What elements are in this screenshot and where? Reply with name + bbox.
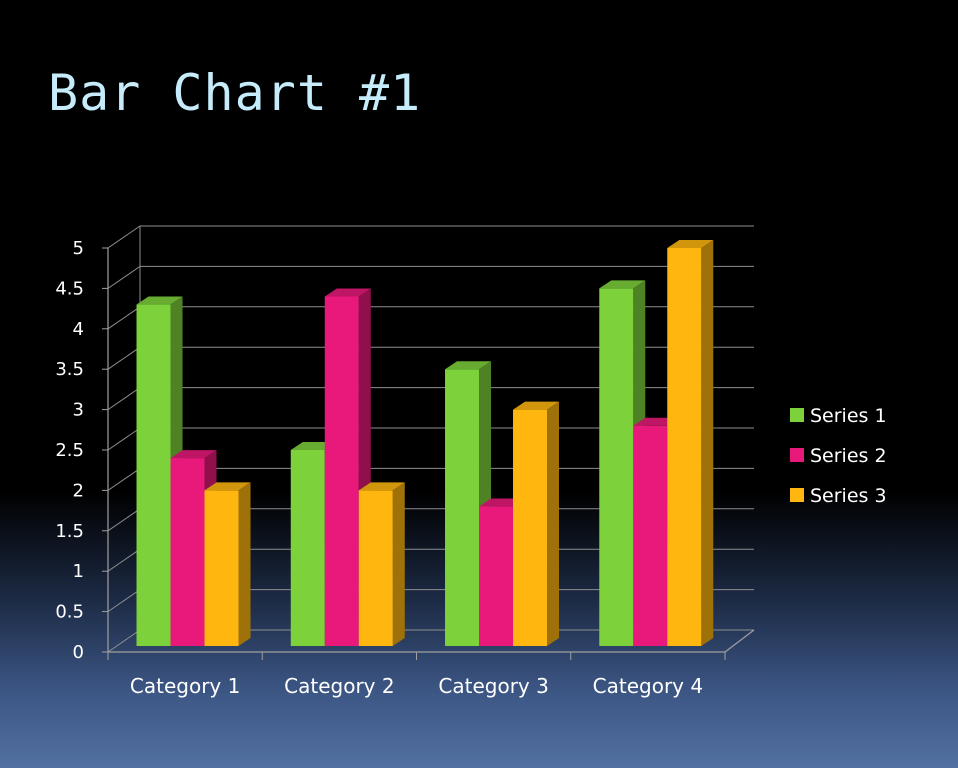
legend-label: Series 3	[810, 485, 887, 507]
y-tick-label: 5	[73, 238, 84, 259]
bar-top	[445, 361, 492, 370]
y-tick-label: 0.5	[55, 602, 84, 623]
bar	[358, 482, 405, 646]
gridline-side	[107, 225, 141, 249]
y-tick-label: 2	[73, 480, 84, 501]
x-tick-label: Category 2	[284, 674, 394, 698]
bar-front	[136, 304, 171, 646]
gridline-side	[107, 427, 141, 451]
y-tick-label: 1	[73, 561, 84, 582]
gridline-side	[107, 306, 141, 330]
legend-swatch	[790, 488, 804, 502]
bar-top	[667, 240, 714, 248]
bar-side	[701, 240, 714, 646]
bar-top	[170, 450, 217, 459]
bar-side	[547, 401, 560, 646]
bar-front	[633, 425, 668, 646]
bar-top	[358, 482, 405, 491]
gridline-side	[107, 346, 141, 370]
gridline-side	[107, 467, 141, 491]
bar	[513, 401, 560, 646]
y-tick-label: 0	[73, 642, 84, 663]
bar-front	[667, 248, 702, 646]
bars	[136, 240, 714, 646]
gridline-side	[107, 589, 141, 613]
bar-front	[445, 369, 480, 646]
x-tick-label: Category 3	[438, 674, 548, 698]
bar-top	[204, 482, 251, 491]
bar	[204, 482, 251, 646]
bar-side	[238, 482, 251, 646]
y-tick-label: 1.5	[55, 521, 84, 542]
gridline-side	[107, 548, 141, 572]
bar-top	[513, 401, 560, 410]
gridline-side	[107, 629, 141, 653]
bar-front	[324, 296, 359, 646]
y-tick-label: 3	[73, 400, 84, 421]
bar-front	[513, 409, 548, 646]
floor-edge	[724, 629, 755, 653]
bar-side	[392, 482, 405, 646]
bar-front	[290, 450, 325, 646]
y-tick-label: 4.5	[55, 278, 84, 299]
bar-front	[479, 506, 514, 646]
bar-front	[358, 490, 393, 646]
gridline-side	[107, 387, 141, 411]
bar	[667, 240, 714, 646]
axis-labels: 0 0.5 1 1.5 2 2.5 3 3.5 4 4.5 5 Category 1 Category …	[55, 238, 703, 698]
x-tick-label: Category 1	[130, 674, 240, 698]
bar-top	[599, 280, 646, 289]
legend-label: Series 2	[810, 445, 887, 467]
gridline-side	[107, 265, 141, 289]
gridline-side	[107, 508, 141, 532]
legend-swatch	[790, 408, 804, 422]
y-tick-label: 4	[73, 319, 84, 340]
bar-top	[136, 296, 183, 305]
legend-label: Series 1	[810, 405, 887, 427]
bar-front	[599, 288, 634, 646]
bar-front	[204, 490, 239, 646]
legend-swatch	[790, 448, 804, 462]
bar-front	[170, 458, 205, 646]
y-tick-label: 3.5	[55, 359, 84, 380]
chart-title: Bar Chart #1	[48, 64, 422, 122]
x-tick-label: Category 4	[593, 674, 703, 698]
legend: Series 1 Series 2 Series 3	[790, 405, 887, 507]
bar-top	[324, 288, 371, 297]
y-tick-label: 2.5	[55, 440, 84, 461]
